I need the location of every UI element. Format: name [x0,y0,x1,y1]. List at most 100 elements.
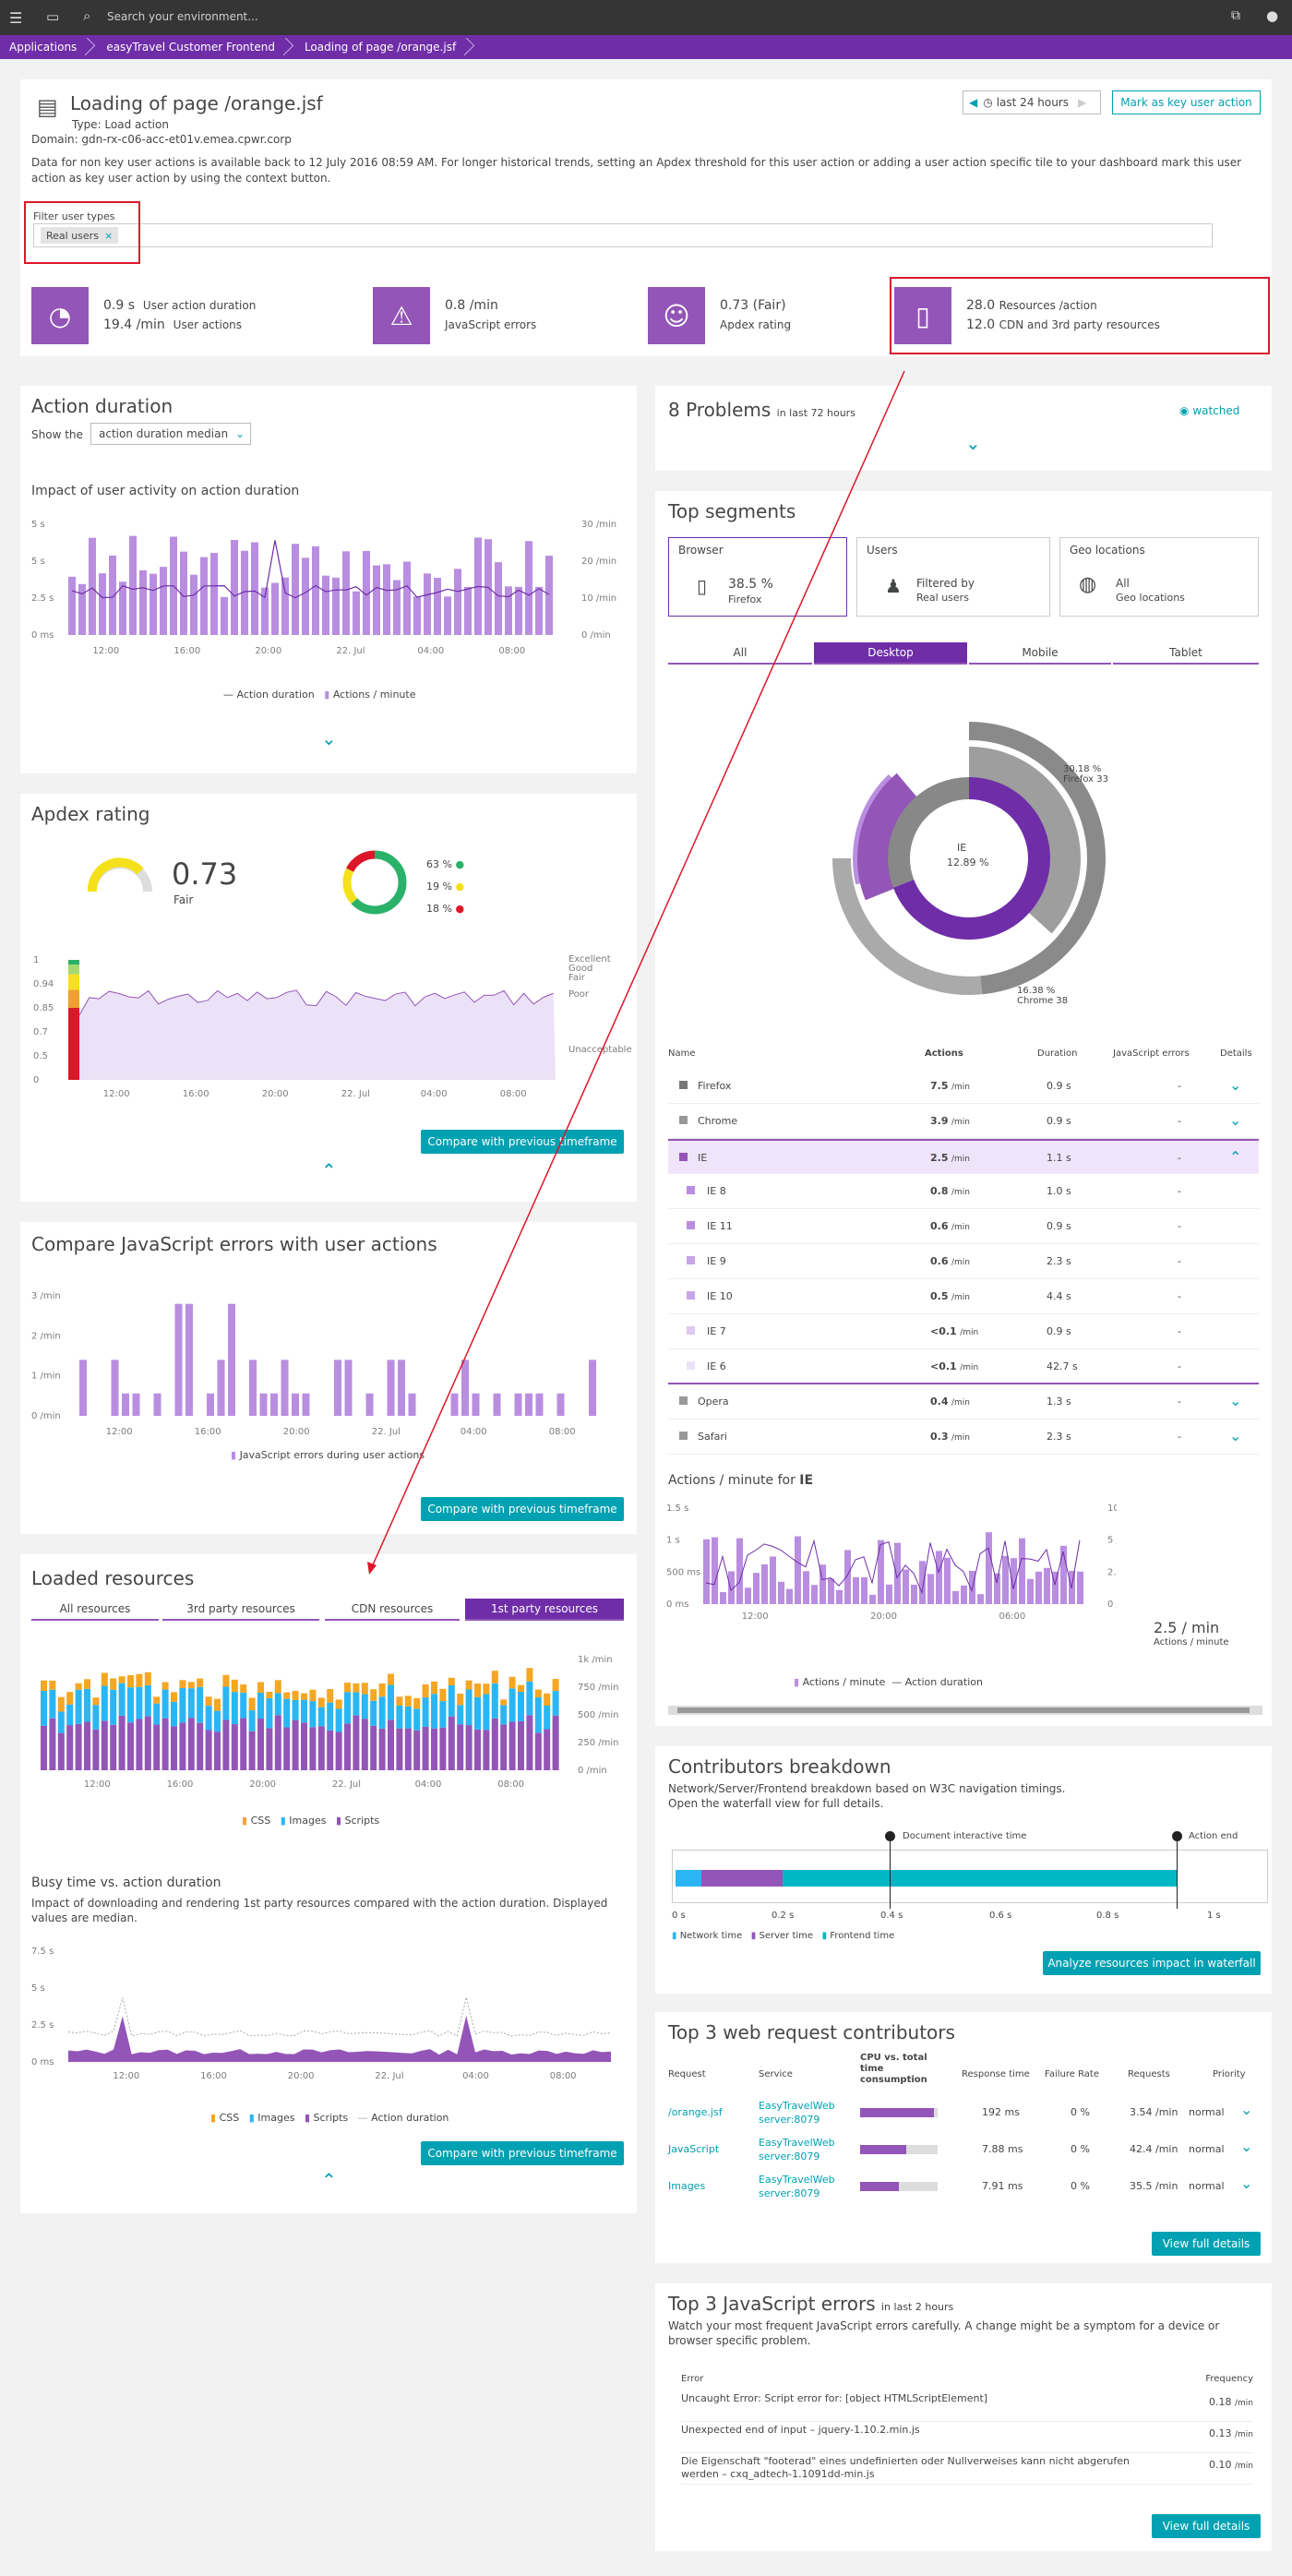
chevron-down-icon[interactable]: ⌄ [1229,1427,1242,1444]
view-details-button[interactable]: View full details [1152,2514,1261,2538]
search-icon[interactable]: ⌕ [83,7,91,24]
compare-button[interactable]: Compare with previous timeframe [421,2141,624,2165]
compare-button[interactable]: Compare with previous timeframe [421,1497,624,1521]
tile-resources[interactable]: ▯ 28.0 Resources /action 12.0 CDN and 3rd… [894,287,1263,344]
breadcrumb-application[interactable]: easyTravel Customer Frontend [97,35,295,59]
table-row[interactable]: IE 11 0.6 /min 0.9 s - [668,1209,1259,1244]
chevron-down-icon[interactable]: ⌄ [321,727,337,749]
view-details-button[interactable]: View full details [1152,2232,1261,2256]
color-swatch [687,1326,695,1335]
request-link[interactable]: /orange.jsf [668,2106,723,2118]
tab-tablet[interactable]: Tablet [1113,642,1259,665]
chevron-up-icon[interactable]: ⌃ [321,2169,337,2191]
bar [353,591,360,635]
row-duration: 2.3 s [1047,1255,1071,1267]
filter-field[interactable] [33,223,1213,247]
bar [207,1393,214,1416]
apdex-pct-poor: 18 % ● [426,903,465,915]
bar [257,1682,264,1693]
chevron-up-icon[interactable]: ⌃ [321,1159,337,1181]
tab-desktop[interactable]: Desktop [814,642,967,665]
window-icon[interactable]: ⧉ [1231,8,1240,23]
tab-all-resources[interactable]: All resources [31,1599,159,1621]
segment-geo[interactable]: Geo locations ◍ All Geo locations [1059,537,1259,617]
bar [136,1686,143,1719]
bar [312,545,319,635]
prev-icon[interactable]: ◀ [969,96,978,109]
request-link[interactable]: Images [668,2180,706,2192]
service-link[interactable]: EasyTravelWeb server:8079 [759,2137,835,2163]
bar [179,1722,186,1770]
action-duration-chart: 5 s 5 s 2.5 s 0 ms 30 /min 20 /min 10 /min 0 /m… [31,520,616,656]
list-item[interactable]: Unexpected end of input – jquery-1.10.2.… [681,2420,1253,2453]
list-item[interactable]: Uncaught Error: Script error for: [objec… [681,2389,1253,2422]
chevron-down-icon[interactable]: ⌄ [1229,1076,1242,1094]
bar [119,581,126,635]
bar [322,575,329,635]
chevron-down-icon[interactable]: ⌄ [1240,2175,1253,2192]
table-header: Request Service CPU vs. total time consu… [668,2053,1246,2085]
bar [1027,1578,1034,1604]
tab-1st-party[interactable]: 1st party resources [465,1599,624,1621]
chevron-down-icon[interactable]: ⌄ [1229,1392,1242,1409]
metric-select[interactable]: action duration median ⌄ [90,423,251,445]
watched-toggle[interactable]: ◉ watched [1179,404,1240,417]
color-swatch [687,1186,695,1194]
user-icon[interactable]: ● [1266,7,1279,24]
chevron-down-icon[interactable]: ⌄ [1240,2138,1253,2155]
tile-apdex[interactable]: ☺ 0.73 (Fair) Apdex rating [648,287,882,344]
table-row[interactable]: Chrome 3.9 /min 0.9 s - ⌄ [668,1104,1259,1139]
bar [309,1701,317,1728]
scrollbar[interactable] [668,1706,1262,1715]
analyze-waterfall-button[interactable]: Analyze resources impact in waterfall [1043,1951,1261,1975]
chat-icon[interactable]: ▭ [46,8,60,25]
bar [795,1536,801,1604]
segment-users[interactable]: Users ♟ Filtered by Real users [856,537,1050,617]
service-link[interactable]: EasyTravelWeb server:8079 [759,2174,835,2199]
tab-3rd-party[interactable]: 3rd party resources [162,1599,319,1621]
table-row[interactable]: IE 10 0.5 /min 4.4 s - [668,1279,1259,1314]
tab-cdn[interactable]: CDN resources [325,1599,460,1621]
tile-js-errors[interactable]: ⚠ 0.8 /min JavaScript errors [373,287,634,344]
table-row[interactable]: Images EasyTravelWeb server:8079 7.91 ms 0 … [668,2169,1259,2206]
list-item[interactable]: Die Eigenschaft "footerad" eines undefin… [681,2451,1253,2485]
chevron-down-icon[interactable]: ⌄ [1229,1111,1242,1129]
next-icon[interactable]: ▶ [1078,96,1087,109]
tab-mobile[interactable]: Mobile [969,642,1111,665]
bar [153,1724,161,1770]
row-duration: 1.3 s [1047,1396,1071,1408]
request-link[interactable]: JavaScript [668,2143,720,2155]
response-time: 7.91 ms [982,2180,1023,2192]
bar [361,1683,368,1695]
tab-all[interactable]: All [668,642,812,665]
bar [526,1681,533,1716]
tile-label: User actions [173,318,243,331]
menu-icon[interactable]: ☰ [9,9,23,27]
timeframe-label[interactable]: last 24 hours [996,96,1069,109]
table-row[interactable]: Safari 0.3 /min 2.3 s - ⌄ [668,1420,1259,1455]
service-link[interactable]: EasyTravelWeb server:8079 [759,2100,835,2126]
chevron-down-icon[interactable]: ⌄ [965,432,981,454]
table-row[interactable]: IE 6 <0.1 /min 42.7 s - [668,1349,1259,1384]
table-row[interactable]: IE 7 <0.1 /min 0.9 s - [668,1314,1259,1349]
table-row[interactable]: IE 2.5 /min 1.1 s - ⌃ [668,1139,1259,1174]
filter-chip[interactable]: Real users × [41,227,119,244]
breadcrumb-applications[interactable]: Applications [0,35,97,59]
search-input[interactable]: Search your environment... [107,10,258,23]
table-row[interactable]: Firefox 7.5 /min 0.9 s - ⌄ [668,1069,1259,1104]
timeframe-selector[interactable]: ◀ ◷ last 24 hours ▶ [963,90,1101,114]
close-icon[interactable]: × [103,229,114,242]
segment-browser[interactable]: Browser ▯ 38.5 % Firefox [668,537,847,617]
compare-button[interactable]: Compare with previous timeframe [421,1130,624,1154]
table-row[interactable]: /orange.jsf EasyTravelWeb server:8079 192 … [668,2095,1259,2132]
tile-action-duration[interactable]: ◔ 0.9 s User action duration 19.4 /min Us… [31,287,360,344]
mark-key-action-button[interactable]: Mark as key user action [1112,90,1261,114]
table-row[interactable]: JavaScript EasyTravelWeb server:8079 7.88 … [668,2132,1259,2169]
table-row[interactable]: IE 9 0.6 /min 2.3 s - [668,1244,1259,1279]
table-row[interactable]: IE 8 0.8 /min 1.0 s - [668,1174,1259,1209]
chevron-up-icon[interactable]: ⌃ [1229,1148,1242,1166]
bar [404,1728,412,1770]
table-row[interactable]: Opera 0.4 /min 1.3 s - ⌄ [668,1384,1259,1420]
chevron-down-icon[interactable]: ⌄ [1240,2101,1253,2118]
requests: 35.5 /min [1130,2180,1178,2192]
